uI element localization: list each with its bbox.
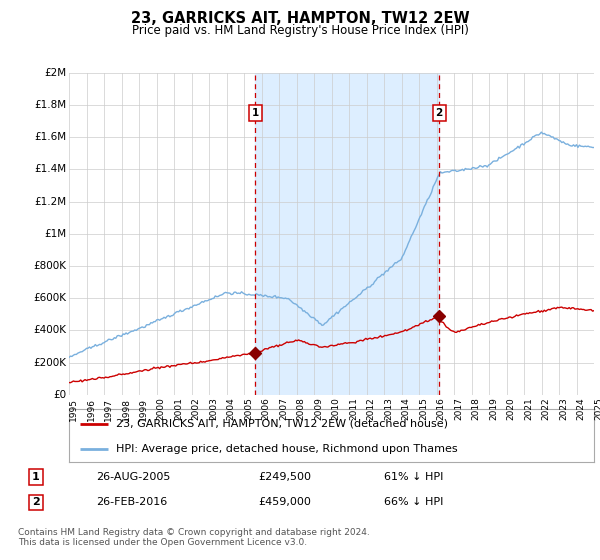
Text: HPI: Average price, detached house, Richmond upon Thames: HPI: Average price, detached house, Rich… [116,444,458,454]
Text: 2009: 2009 [314,398,323,421]
Text: 2003: 2003 [209,398,218,421]
Text: £2M: £2M [44,68,67,78]
Text: 2024: 2024 [577,398,586,420]
Text: 2006: 2006 [262,398,271,421]
Text: 2011: 2011 [349,398,358,421]
Text: 2005: 2005 [244,398,253,421]
Text: 2012: 2012 [367,398,376,421]
Bar [256,73,439,395]
Text: 1: 1 [252,108,259,118]
Text: £0: £0 [53,390,67,400]
Text: 1999: 1999 [139,398,148,421]
Text: 2021: 2021 [524,398,533,421]
Text: 2010: 2010 [331,398,341,421]
Text: 26-FEB-2016: 26-FEB-2016 [96,497,167,507]
Text: 1996: 1996 [86,398,95,421]
Text: £600K: £600K [34,293,67,303]
Text: £459,000: £459,000 [258,497,311,507]
Text: 2015: 2015 [419,398,428,421]
Text: 2017: 2017 [454,398,463,421]
Text: 2020: 2020 [506,398,515,421]
Text: £1.6M: £1.6M [34,132,67,142]
Text: £800K: £800K [34,261,67,271]
Text: £1.2M: £1.2M [34,197,67,207]
Text: £249,500: £249,500 [258,472,311,482]
Text: 66% ↓ HPI: 66% ↓ HPI [384,497,443,507]
Text: Contains HM Land Registry data © Crown copyright and database right 2024.
This d: Contains HM Land Registry data © Crown c… [18,528,370,547]
Text: 2004: 2004 [227,398,235,421]
Text: 61% ↓ HPI: 61% ↓ HPI [384,472,443,482]
Text: £1.8M: £1.8M [34,100,67,110]
Text: 1995: 1995 [69,398,78,421]
Text: £200K: £200K [34,358,67,367]
Text: 23, GARRICKS AIT, HAMPTON, TW12 2EW (detached house): 23, GARRICKS AIT, HAMPTON, TW12 2EW (det… [116,419,448,429]
Text: 2008: 2008 [296,398,305,421]
Text: 2018: 2018 [472,398,481,421]
Text: 2025: 2025 [594,398,600,421]
Text: £1.4M: £1.4M [34,165,67,174]
Text: 2000: 2000 [157,398,166,421]
Text: Price paid vs. HM Land Registry's House Price Index (HPI): Price paid vs. HM Land Registry's House … [131,24,469,36]
Text: 2013: 2013 [384,398,393,421]
Text: 23, GARRICKS AIT, HAMPTON, TW12 2EW: 23, GARRICKS AIT, HAMPTON, TW12 2EW [131,11,469,26]
Text: £1M: £1M [44,229,67,239]
Text: 2022: 2022 [542,398,551,420]
Text: 2023: 2023 [559,398,568,421]
Text: 2001: 2001 [174,398,183,421]
Text: 1: 1 [32,472,40,482]
Text: 2002: 2002 [191,398,200,421]
Text: 2007: 2007 [279,398,288,421]
Text: 26-AUG-2005: 26-AUG-2005 [96,472,170,482]
Text: 2: 2 [32,497,40,507]
Text: 2016: 2016 [436,398,445,421]
Text: 1997: 1997 [104,398,113,421]
Text: 2: 2 [436,108,443,118]
Text: £400K: £400K [34,325,67,335]
Text: 1998: 1998 [122,398,131,421]
Text: 2019: 2019 [489,398,498,421]
Text: 2014: 2014 [401,398,410,421]
